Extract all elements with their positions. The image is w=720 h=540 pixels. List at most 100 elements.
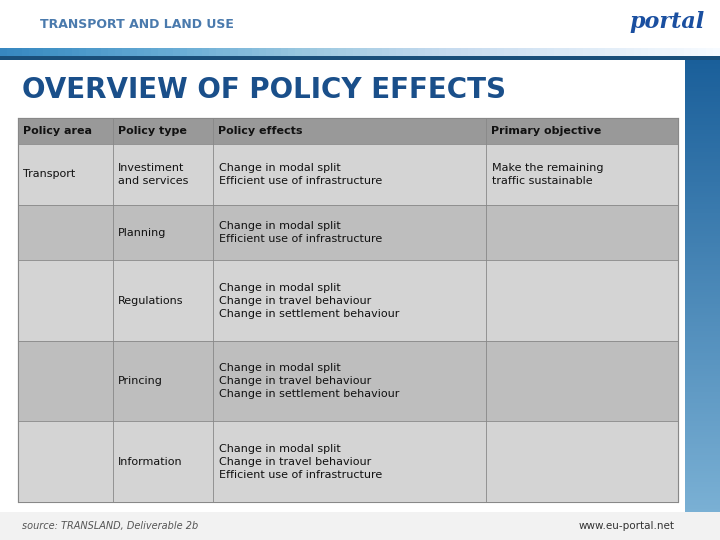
Text: Transport: Transport bbox=[23, 170, 76, 179]
Bar bbox=[685, 351, 720, 354]
Bar bbox=[685, 399, 720, 401]
Bar bbox=[18, 205, 678, 260]
Bar bbox=[685, 202, 720, 205]
Bar bbox=[685, 372, 720, 374]
Bar bbox=[685, 367, 720, 369]
Bar bbox=[685, 319, 720, 322]
Bar bbox=[685, 455, 720, 458]
Bar bbox=[685, 157, 720, 159]
Bar bbox=[0, 512, 720, 540]
Bar bbox=[685, 330, 720, 334]
Bar bbox=[685, 406, 720, 408]
Bar bbox=[685, 423, 720, 426]
Text: Policy type: Policy type bbox=[118, 126, 187, 136]
Bar bbox=[685, 269, 720, 273]
Bar bbox=[685, 236, 720, 239]
Bar bbox=[685, 389, 720, 392]
Bar bbox=[685, 410, 720, 413]
Text: source: TRANSLAND, Deliverable 2b: source: TRANSLAND, Deliverable 2b bbox=[22, 521, 198, 531]
Bar bbox=[685, 93, 720, 96]
Text: and services: and services bbox=[118, 176, 189, 186]
Bar bbox=[18, 118, 678, 502]
Bar bbox=[685, 123, 720, 125]
Bar bbox=[685, 159, 720, 161]
Bar bbox=[685, 464, 720, 467]
Bar bbox=[685, 412, 720, 415]
Bar bbox=[685, 308, 720, 311]
Bar bbox=[685, 457, 720, 460]
Text: Efficient use of infrastructure: Efficient use of infrastructure bbox=[219, 234, 382, 244]
Bar bbox=[685, 310, 720, 313]
Bar bbox=[685, 335, 720, 338]
Bar bbox=[685, 89, 720, 92]
Bar bbox=[685, 64, 720, 67]
Bar bbox=[685, 430, 720, 433]
Text: Change in modal split: Change in modal split bbox=[219, 221, 341, 231]
Bar bbox=[685, 502, 720, 505]
Bar bbox=[685, 509, 720, 512]
Bar bbox=[685, 206, 720, 209]
Bar bbox=[685, 193, 720, 195]
Bar bbox=[685, 494, 720, 496]
Bar bbox=[685, 59, 720, 62]
Bar bbox=[685, 240, 720, 243]
Bar bbox=[685, 292, 720, 295]
Bar bbox=[685, 114, 720, 117]
Bar bbox=[18, 118, 678, 144]
Bar bbox=[685, 358, 720, 361]
Bar bbox=[685, 484, 720, 487]
Bar bbox=[685, 460, 720, 462]
Bar bbox=[18, 260, 678, 341]
Bar bbox=[685, 340, 720, 342]
Bar bbox=[685, 421, 720, 424]
Bar bbox=[685, 166, 720, 168]
Bar bbox=[685, 105, 720, 107]
Bar bbox=[685, 505, 720, 508]
Bar bbox=[685, 249, 720, 252]
Text: Policy area: Policy area bbox=[23, 126, 92, 136]
Bar bbox=[685, 347, 720, 349]
Bar bbox=[685, 396, 720, 399]
Bar bbox=[685, 256, 720, 259]
Bar bbox=[685, 286, 720, 288]
Bar bbox=[685, 172, 720, 176]
Bar bbox=[685, 297, 720, 300]
Bar bbox=[685, 245, 720, 247]
Bar bbox=[685, 188, 720, 191]
Bar bbox=[685, 116, 720, 119]
Bar bbox=[685, 103, 720, 105]
Bar bbox=[685, 403, 720, 406]
Text: Information: Information bbox=[118, 457, 183, 467]
Bar bbox=[685, 75, 720, 78]
Bar bbox=[685, 299, 720, 302]
Bar bbox=[18, 421, 678, 502]
Text: Change in modal split: Change in modal split bbox=[219, 163, 341, 173]
Bar bbox=[685, 378, 720, 381]
Bar bbox=[685, 84, 720, 87]
Bar bbox=[685, 120, 720, 123]
Bar bbox=[685, 475, 720, 478]
Bar bbox=[685, 274, 720, 277]
Bar bbox=[685, 96, 720, 98]
Text: Change in travel behaviour: Change in travel behaviour bbox=[219, 295, 372, 306]
Bar bbox=[685, 326, 720, 329]
Bar bbox=[685, 218, 720, 220]
Bar bbox=[685, 141, 720, 144]
Bar bbox=[685, 62, 720, 64]
Text: Change in travel behaviour: Change in travel behaviour bbox=[219, 376, 372, 386]
Text: Change in modal split: Change in modal split bbox=[219, 282, 341, 293]
Bar bbox=[685, 301, 720, 304]
Bar bbox=[685, 294, 720, 298]
Bar bbox=[685, 100, 720, 103]
Bar bbox=[685, 125, 720, 128]
Bar bbox=[685, 453, 720, 456]
Bar bbox=[685, 272, 720, 275]
Bar bbox=[685, 392, 720, 395]
Bar bbox=[685, 242, 720, 245]
Bar bbox=[18, 341, 678, 421]
Bar bbox=[685, 136, 720, 139]
Bar bbox=[685, 374, 720, 376]
Bar bbox=[685, 355, 720, 359]
Bar bbox=[685, 98, 720, 100]
Bar bbox=[685, 107, 720, 110]
